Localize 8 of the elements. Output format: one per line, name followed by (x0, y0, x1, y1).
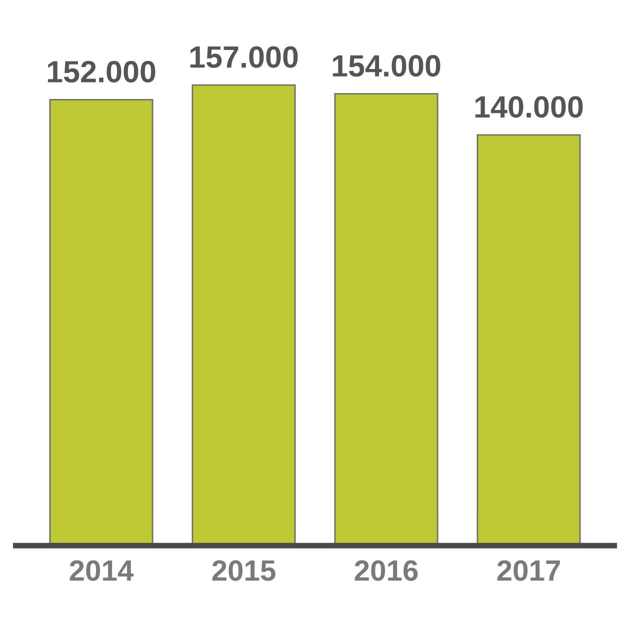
data-label: 152.000 (48, 60, 156, 83)
data-label: 157.000 (190, 46, 298, 68)
x-tick-label: 2017 (497, 560, 560, 581)
x-tick-label: 2016 (354, 560, 418, 581)
data-label: 154.000 (332, 55, 440, 77)
x-tick-label: 2015 (212, 560, 276, 581)
x-tick-label: 2014 (70, 560, 134, 581)
data-label: 140.000 (475, 96, 583, 118)
